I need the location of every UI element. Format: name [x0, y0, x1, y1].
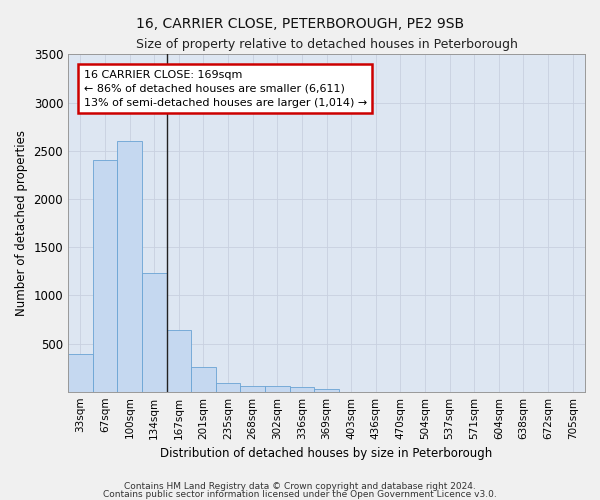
Title: Size of property relative to detached houses in Peterborough: Size of property relative to detached ho… [136, 38, 517, 51]
Bar [191, 367, 216, 392]
Bar [92, 160, 117, 392]
Bar [142, 273, 167, 392]
Text: Contains HM Land Registry data © Crown copyright and database right 2024.: Contains HM Land Registry data © Crown c… [124, 482, 476, 491]
Bar [68, 354, 92, 392]
Bar [265, 386, 290, 392]
Bar [167, 330, 191, 392]
Text: 16 CARRIER CLOSE: 169sqm
← 86% of detached houses are smaller (6,611)
13% of sem: 16 CARRIER CLOSE: 169sqm ← 86% of detach… [83, 70, 367, 108]
Bar [216, 382, 241, 392]
Bar [290, 388, 314, 392]
Bar [117, 141, 142, 392]
Bar [314, 389, 339, 392]
Text: Contains public sector information licensed under the Open Government Licence v3: Contains public sector information licen… [103, 490, 497, 499]
Bar [241, 386, 265, 392]
X-axis label: Distribution of detached houses by size in Peterborough: Distribution of detached houses by size … [160, 447, 493, 460]
Y-axis label: Number of detached properties: Number of detached properties [15, 130, 28, 316]
Text: 16, CARRIER CLOSE, PETERBOROUGH, PE2 9SB: 16, CARRIER CLOSE, PETERBOROUGH, PE2 9SB [136, 18, 464, 32]
